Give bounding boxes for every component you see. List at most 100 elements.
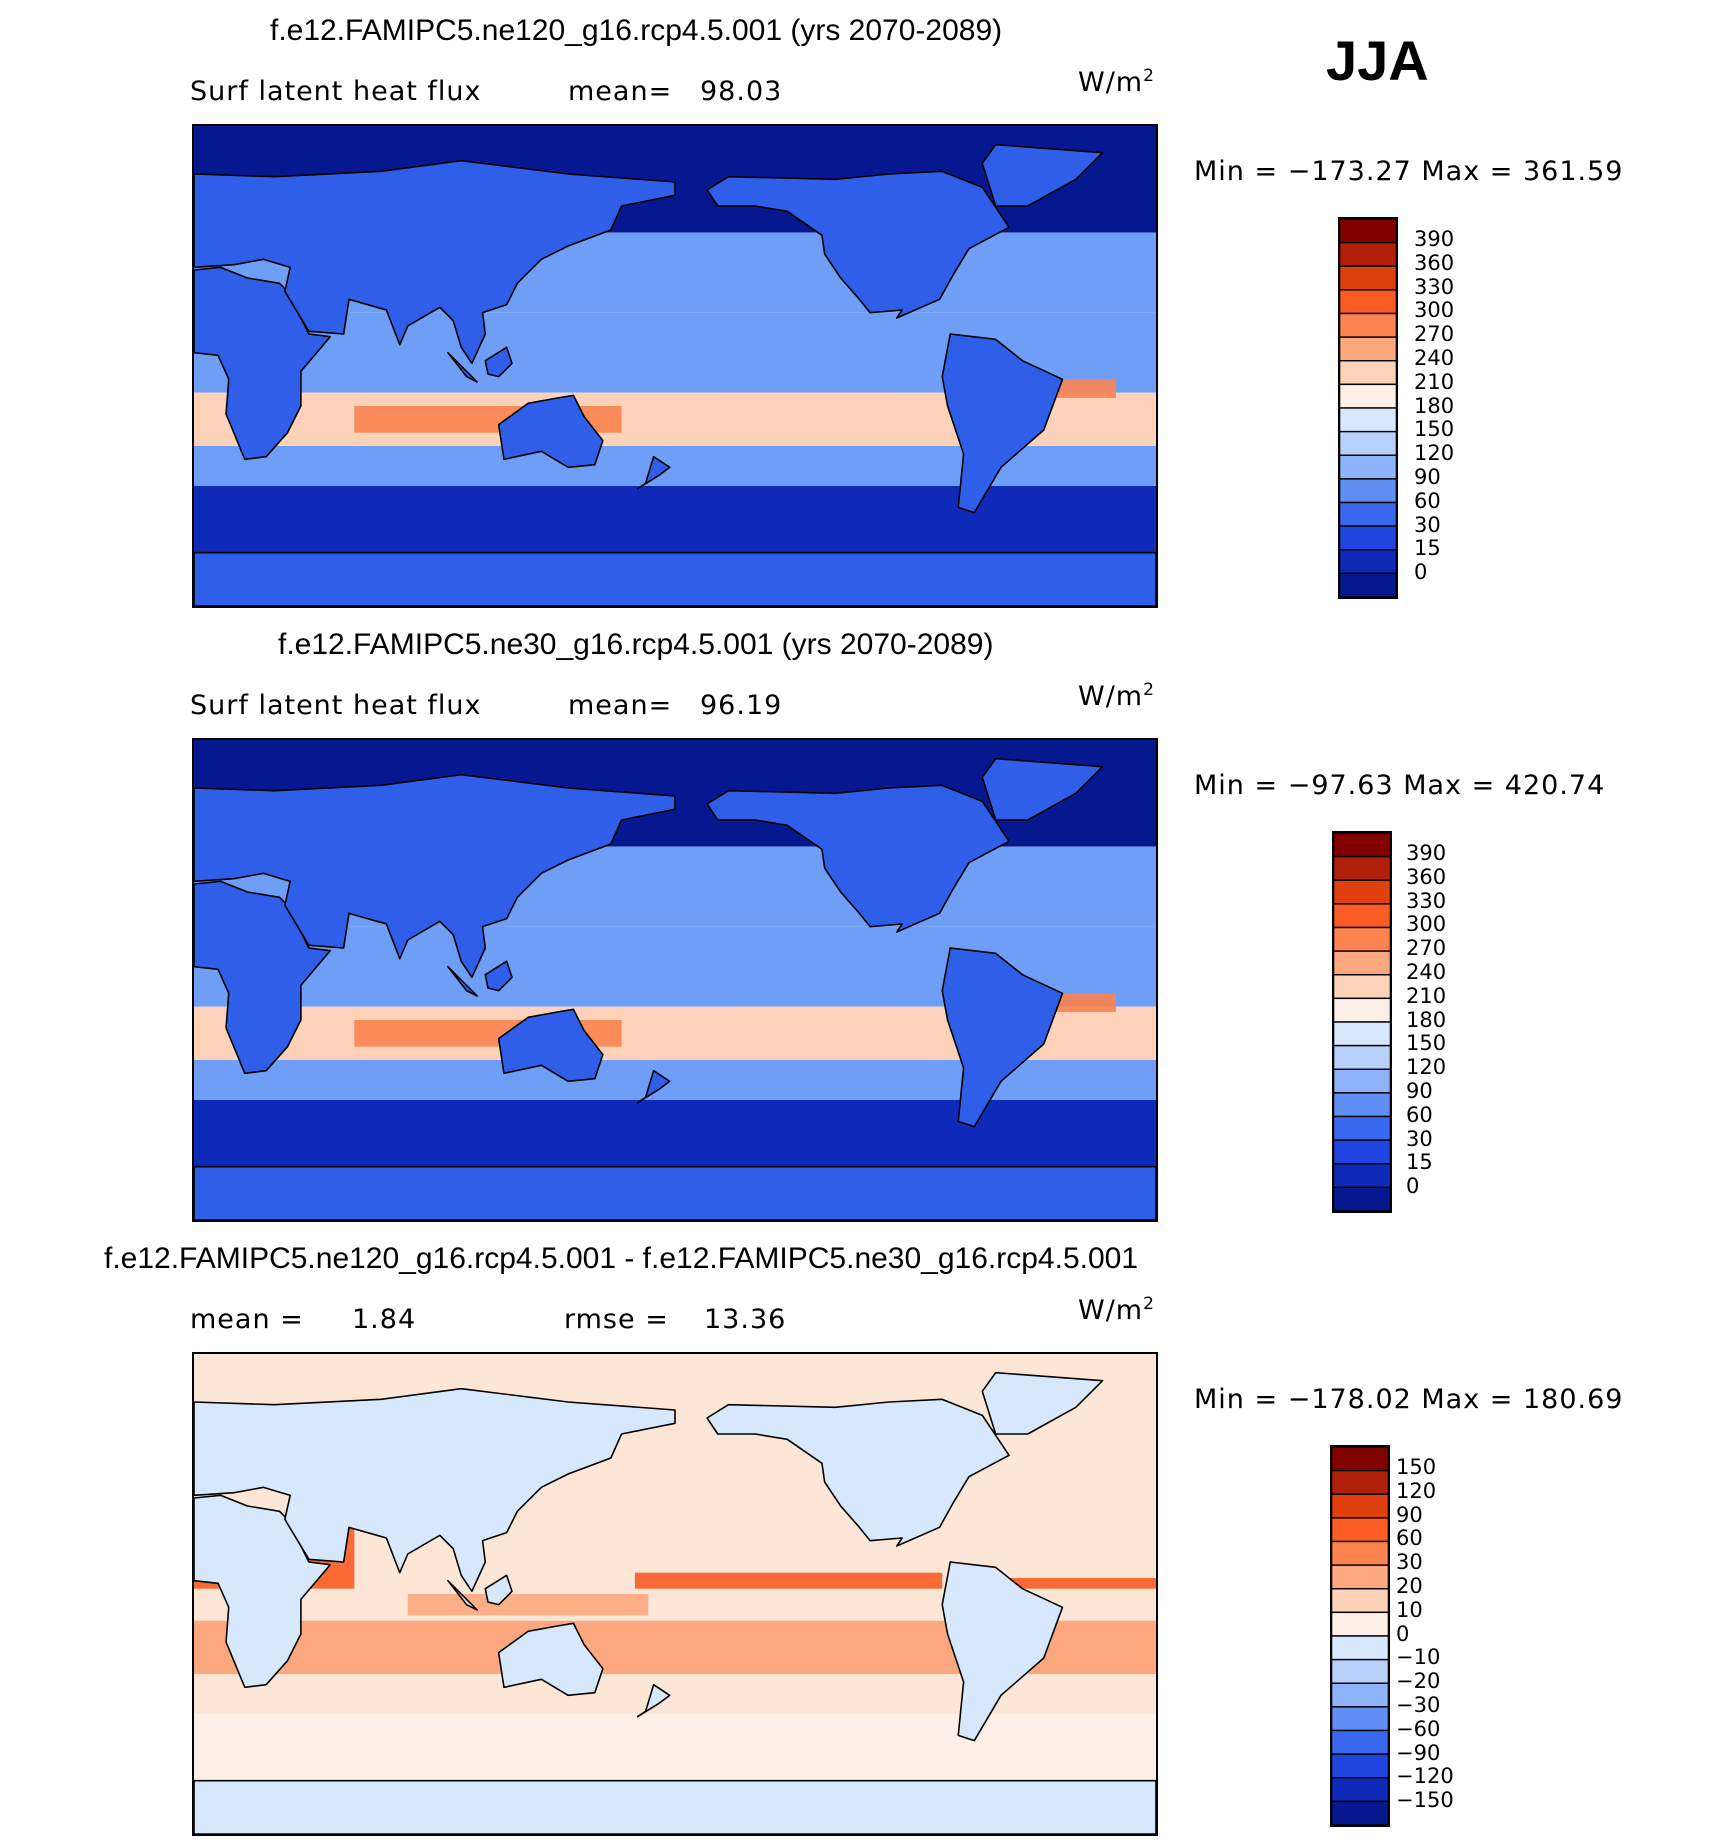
map-coastline [941,947,1064,1128]
map-coastline [706,1398,1010,1547]
colorbar-tick-label: −10 [1396,1645,1441,1670]
colorbar-tick-label: 60 [1414,488,1441,513]
colorbar-band [1340,407,1396,433]
panel-1-title: f.e12.FAMIPC5.ne120_g16.rcp4.5.001 (yrs … [270,14,1003,47]
colorbar-tick-label: −20 [1396,1669,1441,1694]
colorbar-band [1332,1564,1388,1590]
colorbar-tick-label: 330 [1406,888,1447,913]
map-flux-band [407,1594,649,1616]
map-flux-band [728,392,889,420]
colorbar-tick-label: 0 [1396,1621,1410,1646]
colorbar-band [1332,1517,1388,1543]
map-flux-band [1049,993,1116,1012]
panel-1-variable: Surf latent heat flux [190,76,482,107]
map-coastline [194,551,1156,606]
colorbar-band [1340,289,1396,315]
panel-3-minmax: Min = −178.02 Max = 180.69 [1194,1384,1624,1415]
map-coastline [484,346,513,378]
panel-1-minmax: Min = −173.27 Max = 361.59 [1194,156,1624,187]
colorbar-band [1334,974,1390,1000]
colorbar-band [1340,430,1396,456]
colorbar-band [1334,1044,1390,1070]
map-coastline [447,1579,479,1611]
colorbar-band [1332,1447,1388,1472]
colorbar-band [1334,926,1390,952]
colorbar-tick-label: 15 [1406,1150,1433,1175]
colorbar-band [1332,1729,1388,1755]
colorbar-tick-label: 10 [1396,1597,1423,1622]
map-flux-band [728,1006,889,1034]
colorbar-band [1332,1540,1388,1566]
panel-3-title: f.e12.FAMIPC5.ne120_g16.rcp4.5.001 - f.e… [104,1242,1139,1275]
map-coastline [194,266,332,461]
colorbar-tick-label: 360 [1414,250,1455,275]
colorbar-tick-label: 60 [1406,1102,1433,1127]
map-coastline [497,1622,604,1697]
map-coastline [484,960,513,992]
panel-3-mean-value: 1.84 [352,1304,417,1335]
map-coastline [636,1683,671,1718]
colorbar-tick-label: 150 [1414,417,1455,442]
colorbar-tick-label: 30 [1396,1550,1423,1575]
colorbar-band [1340,478,1396,504]
map-coastline [497,1008,604,1083]
colorbar-tick-label: 240 [1414,346,1455,370]
colorbar-tick-label: 0 [1406,1174,1420,1199]
colorbar-tick-label: 0 [1414,560,1428,585]
panel-2-units: W/m2 [1078,680,1155,712]
colorbar-tick-label: 330 [1414,274,1455,299]
map-coastline [941,333,1064,514]
map-flux-band [1049,379,1116,398]
panel-1-map [192,124,1158,608]
map-flux-band [634,1572,943,1589]
colorbar-tick-label: 390 [1406,841,1447,865]
colorbar-tick-label: 300 [1406,912,1447,937]
panel-2-colorbar [1332,831,1392,1213]
colorbar-tick-label: 30 [1414,512,1441,537]
colorbar-band [1340,383,1396,409]
panel-2-stat-value: 96.19 [700,690,783,721]
colorbar-tick-label: 120 [1406,1055,1447,1080]
map-coastline [636,455,671,490]
colorbar-tick-label: 120 [1414,441,1455,466]
colorbar-band [1334,1139,1390,1165]
colorbar-tick-label: 180 [1414,393,1455,418]
colorbar-tick-label: −60 [1396,1716,1441,1741]
colorbar-band [1340,525,1396,551]
colorbar-band [1334,855,1390,881]
colorbar-band [1334,833,1390,858]
colorbar-tick-label: 30 [1406,1126,1433,1151]
panel-1-colorbar [1338,217,1398,599]
panel-3-rmse-label: rmse = [564,1304,669,1335]
colorbar-band [1332,1706,1388,1732]
map-coastline [194,1494,332,1689]
map-coastline [194,1779,1156,1834]
colorbar-band [1340,549,1396,575]
panel-3-mean-label: mean = [190,1304,304,1335]
map-coastline [484,1574,513,1606]
colorbar-tick-label: 150 [1396,1455,1437,1479]
map-coastline [447,965,479,997]
colorbar-band [1340,336,1396,362]
colorbar-band [1332,1800,1388,1825]
colorbar-band [1340,265,1396,291]
colorbar-band [1334,1021,1390,1047]
colorbar-tick-label: 270 [1414,322,1455,347]
colorbar-tick-label: −120 [1396,1764,1454,1789]
panel-2-title: f.e12.FAMIPC5.ne30_g16.rcp4.5.001 (yrs 2… [278,628,994,661]
colorbar-tick-label: 20 [1396,1574,1423,1598]
map-flux-band [1009,1578,1156,1589]
colorbar-tick-label: 390 [1414,227,1455,251]
map-coastline [981,1371,1104,1435]
colorbar-band [1334,997,1390,1023]
colorbar-band [1340,241,1396,267]
map-coastline [194,1387,676,1593]
map-coastline [194,880,332,1075]
colorbar-band [1334,1186,1390,1211]
panel-2-map [192,738,1158,1222]
colorbar-tick-label: 90 [1414,465,1441,489]
map-coastline [497,394,604,469]
map-coastline [706,170,1010,319]
panel-1-stat-value: 98.03 [700,76,783,107]
colorbar-tick-label: −30 [1396,1693,1441,1717]
